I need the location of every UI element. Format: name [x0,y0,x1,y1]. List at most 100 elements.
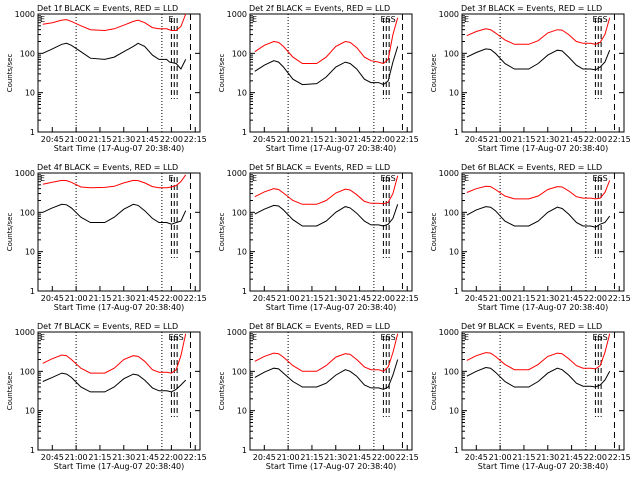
x-tick-label: 21:15 [88,135,111,144]
x-tick-label: 21:30 [324,135,347,144]
x-tick-label: 21:30 [112,453,135,462]
x-tick-label: 21:30 [324,294,347,303]
x-tick-label: 21:45 [560,135,583,144]
series-line-events [254,359,399,390]
chart-title: Det 6f BLACK = Events, RED = LLD [461,163,602,172]
y-tick-label: 100 [232,367,247,376]
series-line-lld [254,17,399,65]
x-tick-label: 22:00 [584,453,607,462]
x-tick-label: 22:00 [584,294,607,303]
x-tick-label: 20:45 [41,135,64,144]
x-tick-label: 21:45 [348,135,371,144]
series-line-lld [42,13,187,32]
series-line-lld [466,333,611,371]
plot-frame [37,172,201,292]
y-tick-label: 1 [454,446,459,455]
series-line-events [466,48,611,71]
chart-panel: Det 9f BLACK = Events, RED = LLD 1 10 100 10… [430,322,631,471]
x-tick-label: 21:15 [88,453,111,462]
plot-frame [249,331,413,451]
x-tick-label: 21:15 [300,135,323,144]
x-axis-label: Start Time (17-Aug-07 20:38:40) [478,144,609,153]
plot-frame [461,172,625,292]
x-tick-label: 20:45 [465,135,488,144]
y-axis-label: Counts/sec [6,213,14,252]
y-tick-label: 1 [454,128,459,137]
event-flags: E [252,15,257,24]
event-flags: ESS [381,15,396,24]
x-tick-label: 22:15 [184,294,207,303]
x-tick-label: 22:00 [372,453,395,462]
y-tick-label: 1000 [439,10,459,19]
event-flags: E [464,333,469,342]
x-tick-label: 21:15 [512,453,535,462]
y-tick-label: 1000 [439,169,459,178]
y-tick-label: 100 [20,49,35,58]
y-axis-label: Counts/sec [6,372,14,411]
y-tick-label: 1000 [227,328,247,337]
x-tick-label: 21:00 [277,294,300,303]
series-line-lld [254,333,399,372]
x-tick-label: 21:15 [300,294,323,303]
series-line-lld [466,17,611,45]
series-line-events [254,204,399,227]
x-tick-label: 21:15 [512,294,535,303]
x-tick-label: 21:30 [324,453,347,462]
chart-panel: Det 8f BLACK = Events, RED = LLD 1 10 100 10… [218,322,419,471]
x-tick-label: 21:45 [560,294,583,303]
x-tick-label: 21:30 [536,135,559,144]
y-tick-label: 1 [242,446,247,455]
series-line-events [42,372,187,393]
plot-frame [461,331,625,451]
x-tick-label: 21:45 [560,453,583,462]
y-tick-label: 10 [25,407,35,416]
x-tick-label: 21:45 [136,135,159,144]
y-tick-label: 10 [25,248,35,257]
event-flags: E [40,333,45,342]
y-tick-label: 1 [242,287,247,296]
y-axis-label: Counts/sec [6,54,14,93]
chart-title: Det 5f BLACK = Events, RED = LLD [249,163,390,172]
event-flags: E [464,15,469,24]
y-tick-label: 10 [25,89,35,98]
x-tick-label: 20:45 [41,294,64,303]
plot-frame [461,13,625,133]
y-tick-label: 1 [242,128,247,137]
x-tick-label: 21:45 [348,294,371,303]
event-flags: E [40,174,45,183]
x-tick-label: 21:45 [348,453,371,462]
series-line-events [466,366,611,388]
event-flags: E [169,15,174,24]
series-line-events [466,206,611,228]
x-tick-label: 22:15 [396,294,419,303]
event-flags: E [252,333,257,342]
x-tick-label: 21:30 [536,294,559,303]
y-axis-label: Counts/sec [218,213,226,252]
y-tick-label: 10 [237,89,247,98]
x-tick-label: 21:30 [536,453,559,462]
x-tick-label: 22:00 [160,135,183,144]
series-line-lld [254,175,399,205]
chart-panel: Det 5f BLACK = Events, RED = LLD 1 10 100 10… [218,163,419,312]
event-flags: ESS [381,174,396,183]
y-tick-label: 1000 [15,169,35,178]
x-tick-label: 22:15 [184,135,207,144]
event-flags: E [252,174,257,183]
x-axis-label: Start Time (17-Aug-07 20:38:40) [266,303,397,312]
x-tick-label: 22:15 [184,453,207,462]
x-tick-label: 20:45 [253,135,276,144]
y-tick-label: 100 [20,208,35,217]
x-tick-label: 22:15 [608,135,631,144]
y-tick-label: 100 [444,49,459,58]
y-tick-label: 1000 [227,169,247,178]
x-axis-label: Start Time (17-Aug-07 20:38:40) [54,303,185,312]
y-tick-label: 100 [444,208,459,217]
y-tick-label: 10 [449,248,459,257]
chart-title: Det 8f BLACK = Events, RED = LLD [249,322,390,331]
plot-frame [37,13,201,133]
x-tick-label: 22:00 [160,453,183,462]
chart-panel: Det 6f BLACK = Events, RED = LLD 1 10 100 10… [430,163,631,312]
x-tick-label: 22:00 [372,294,395,303]
x-tick-label: 21:45 [136,453,159,462]
y-axis-label: Counts/sec [430,213,438,252]
